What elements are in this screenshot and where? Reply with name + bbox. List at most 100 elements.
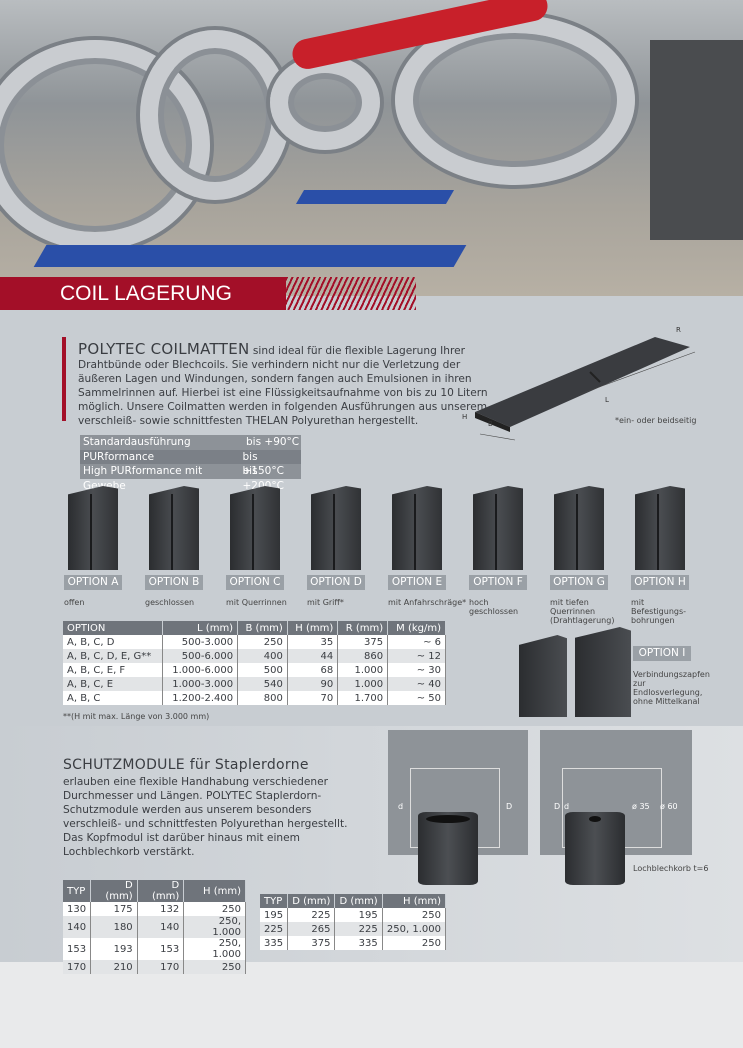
table-row: A, B, C, D, E, G** 500-6.000 400 44 860 ~ 12 [63,649,446,663]
table-cell: ~ 50 [387,691,446,705]
table-cell: 1.200-2.400 [162,691,239,705]
profile-image [631,480,689,570]
table-cell: 175 [90,902,138,916]
table-cell: 70 [287,691,339,705]
table-cell: 250 [237,635,288,649]
table-cell: 800 [237,691,288,705]
table-cell: 132 [137,902,185,916]
banner-stripes [286,277,416,310]
table-cell: 265 [287,922,336,936]
module-cylinder-head [565,812,625,885]
option-i-image [515,625,635,717]
table-cell: 180 [90,916,138,938]
table-cell: ~ 40 [387,677,446,691]
table-row: 130 175 132 250 [63,902,246,916]
section-banner: COIL LAGERUNG [0,277,286,310]
table-cell: A, B, C, D, E, G** [63,649,164,663]
typ-table-2: TYP D (mm) D (mm) H (mm) 195 225 195 250 225 265… [260,894,447,950]
table-cell: A, B, C, D [63,635,164,649]
accent-bar [62,337,66,421]
table-cell: 35 [287,635,339,649]
table-cell: 400 [237,649,288,663]
table-cell: A, B, C [63,691,164,705]
table-cell: 375 [287,936,336,950]
table-cell: 250 [382,936,447,950]
profile-image [64,480,122,570]
intro-text: POLYTEC COILMATTEN sind ideal für die fl… [78,342,498,428]
table-row: 153 193 153 250, 1.000 [63,938,246,960]
table-cell: ~ 12 [387,649,446,663]
mat-note: *ein- oder beidseitig [615,416,697,425]
table-row: A, B, C 1.200-2.400 800 70 1.700 ~ 50 [63,691,446,705]
intro-title: POLYTEC COILMATTEN [78,340,250,358]
table-cell: 1.000 [337,663,389,677]
table-cell: 153 [63,938,92,960]
table-cell: 210 [90,960,138,974]
hero-photo-wire-coils [0,0,743,296]
table-cell: 250 [183,960,246,974]
table-cell: 170 [137,960,185,974]
profile-image [226,480,284,570]
profile-image [145,480,203,570]
table-cell: 1.700 [337,691,389,705]
schutzmodule-body: erlauben eine flexible Handhabung versch… [63,776,348,858]
profile-image [388,480,446,570]
intro-body: sind ideal für die flexible Lagerung Ihr… [78,345,488,427]
table-cell: 540 [237,677,288,691]
table-row: 170 210 170 250 [63,960,246,974]
svg-text:B: B [488,420,493,428]
table-cell: 375 [337,635,389,649]
table-cell: A, B, C, E [63,677,164,691]
table-cell: 335 [260,936,289,950]
table-footnote: **(H mit max. Länge von 3.000 mm) [63,712,210,721]
table-row: 195 225 195 250 [260,908,447,922]
table-cell: 1.000-3.000 [162,677,239,691]
svg-text:H: H [462,413,467,421]
coilmatten-table: OPTION L (mm) B (mm) H (mm) R (mm) M (kg/m) A… [63,621,446,705]
table-cell: 500-3.000 [162,635,239,649]
table-row: 335 375 335 250 [260,936,447,950]
table-cell: 195 [260,908,289,922]
table-cell: 140 [63,916,92,938]
table-cell: ~ 30 [387,663,446,677]
schutzmodule-title: SCHUTZMODULE für Staplerdorne [63,757,309,773]
table-cell: 195 [334,908,383,922]
table-cell: 68 [287,663,339,677]
table-row: A, B, C, D 500-3.000 250 35 375 ~ 6 [63,635,446,649]
table-cell: 1.000-6.000 [162,663,239,677]
table-cell: 500-6.000 [162,649,239,663]
svg-text:L: L [605,396,609,404]
svg-text:R: R [676,326,681,334]
table-cell: 860 [337,649,389,663]
module-cylinder-open [418,812,478,885]
table-cell: 335 [334,936,383,950]
korb-note: Lochblechkorb t=6 [633,864,709,873]
table-cell: 250 [382,908,447,922]
typ-table-1: TYP D (mm) D (mm) H (mm) 130 175 132 250 140 180… [63,880,246,974]
table-cell: 250 [183,902,246,916]
table-cell: 153 [137,938,185,960]
profile-image [469,480,527,570]
temperature-table: Standardausführung bis +90°C PURformance b… [80,435,301,492]
table-cell: 250, 1.000 [183,938,246,960]
table-cell: 250, 1.000 [183,916,246,938]
coilmat-diagram: R L H B [462,326,696,441]
temp-row: High PURformance mit Gewebe bis +200°C [80,464,301,492]
table-cell: 130 [63,902,92,916]
table-cell: 500 [237,663,288,677]
table-row: 225 265 225 250, 1.000 [260,922,447,936]
profile-image [550,480,608,570]
table-cell: 225 [260,922,289,936]
table-cell: 225 [334,922,383,936]
table-cell: A, B, C, E, F [63,663,164,677]
option-i-desc: Verbindungszapfen zur Endlosverlegung, o… [633,670,710,706]
table-cell: 250, 1.000 [382,922,447,936]
